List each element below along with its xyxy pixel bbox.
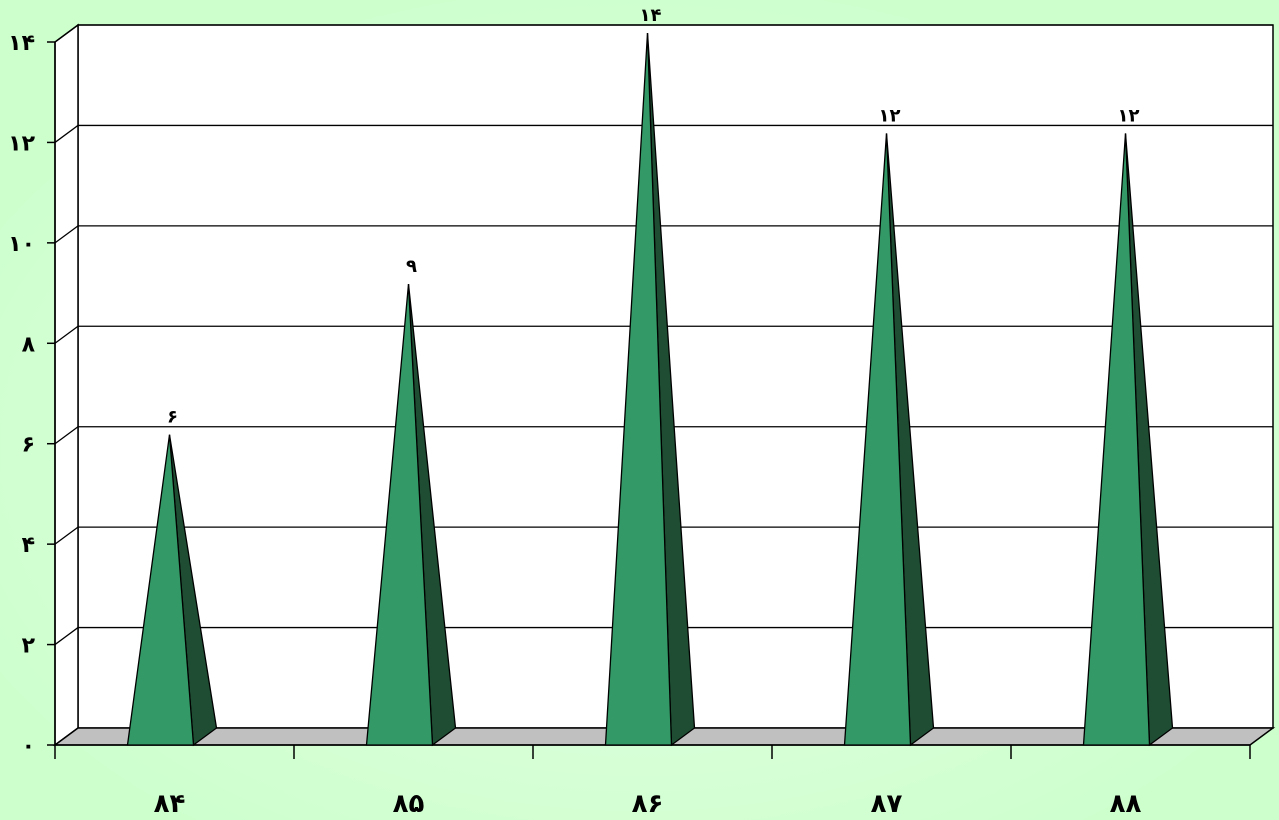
category-label: ۸۶ (632, 789, 664, 819)
data-label: ۱۲ (1118, 105, 1140, 126)
bar (365, 284, 457, 747)
data-label: ۱۴ (640, 5, 662, 26)
gridline (54, 24, 1273, 43)
side-wall (54, 23, 79, 747)
y-tick-label: ۱۲ (8, 131, 35, 156)
plot-area (54, 23, 1274, 747)
bar (604, 32, 696, 747)
gridline (54, 124, 1273, 143)
bars (126, 32, 1174, 747)
data-label: ۱۲ (879, 105, 901, 126)
y-tick-label: ۱۴ (8, 31, 35, 56)
data-label: ۶ (167, 407, 178, 428)
bar (126, 434, 218, 747)
y-tick-label: ۰ (22, 734, 35, 759)
bar-front-face (843, 133, 912, 746)
bar (1082, 133, 1174, 747)
category-label: ۸۵ (393, 789, 425, 819)
y-tick-label: ۶ (22, 433, 35, 458)
data-label: ۹ (406, 256, 417, 277)
category-label: ۸۸ (1110, 789, 1142, 819)
bar-front-face (1082, 133, 1151, 746)
category-label: ۸۴ (154, 789, 186, 819)
bar (843, 133, 935, 747)
y-tick-label: ۱۰ (8, 232, 35, 257)
y-tick-label: ۸ (22, 332, 36, 357)
y-tick-label: ۴ (22, 533, 35, 558)
bar-front-face (604, 32, 673, 746)
gridline (54, 225, 1273, 244)
category-label: ۸۷ (871, 789, 903, 819)
labels: ۰ ۲ ۴ ۶ ۸ ۱۰ ۱۲ ۱۴ ۶ ۸۴ ۹ ۸۵ ۱۴ ۸۶ ۱۲ ۸۷ ۱۲ ۸۸ (8, 5, 1141, 819)
bar-front-face (365, 284, 434, 746)
bar-front-face (126, 434, 195, 746)
y-tick-label: ۲ (22, 634, 36, 659)
